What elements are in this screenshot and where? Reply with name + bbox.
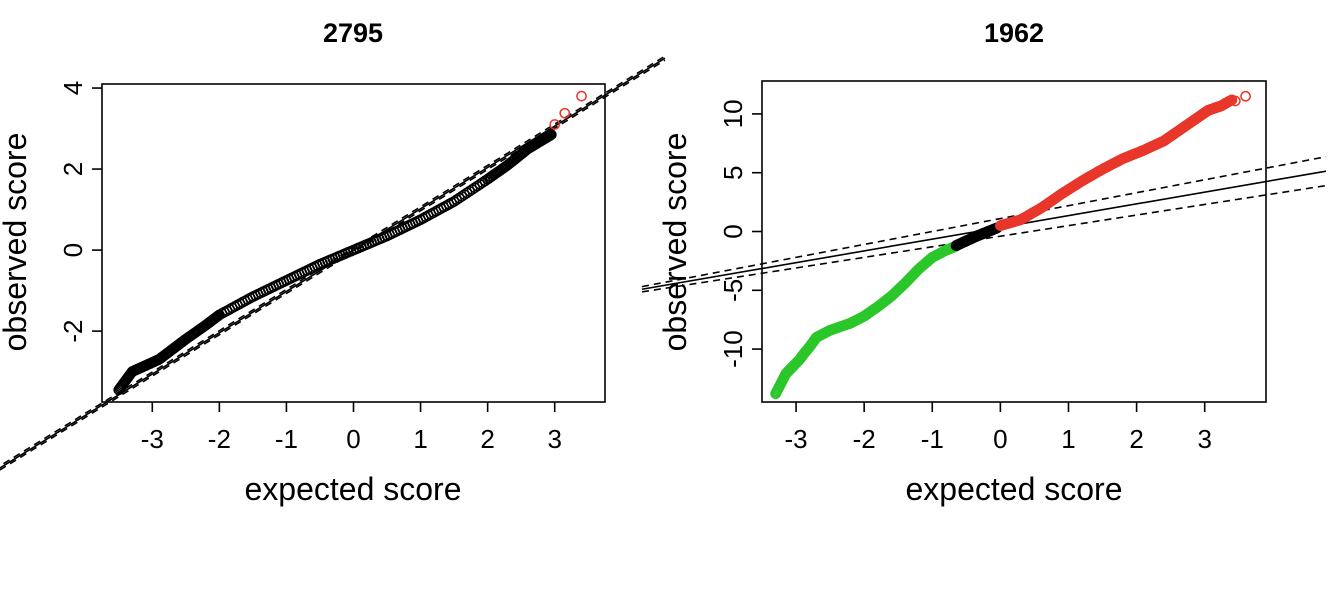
- y-tick-label: -5: [718, 279, 748, 302]
- confidence-band-line: [641, 155, 1327, 288]
- chart-title-left: 2795: [323, 18, 383, 48]
- x-axis-label-left: expected score: [244, 471, 461, 507]
- x-tick-label: 2: [1129, 424, 1143, 454]
- x-tick-label: -3: [141, 424, 164, 454]
- y-tick-label: -10: [718, 330, 748, 368]
- series-high: [995, 90, 1251, 231]
- qq-panel-left: 2795 expected score observed score -3 -2-…: [0, 18, 666, 507]
- x-tick-label: 3: [1197, 424, 1211, 454]
- x-tick-label: -2: [853, 424, 876, 454]
- y-axis-label-right: observed score: [657, 133, 693, 352]
- x-axis-label-right: expected score: [905, 471, 1122, 507]
- x-tick-label: 0: [346, 424, 360, 454]
- x-tick-label: 1: [1061, 424, 1075, 454]
- x-tick-label: 2: [480, 424, 494, 454]
- series-high: [549, 90, 587, 130]
- confidence-band-line: [641, 184, 1327, 293]
- y-tick-label: 0: [58, 243, 88, 257]
- y-tick-label: 4: [58, 81, 88, 95]
- x-tick-label: 3: [547, 424, 561, 454]
- x-tick-label: 0: [993, 424, 1007, 454]
- plot-frame: [761, 80, 1267, 403]
- qq-panel-right: 1962 expected score observed score -3 -2 -…: [641, 18, 1327, 507]
- data-point: [1240, 90, 1251, 102]
- y-tick-label: 0: [718, 224, 748, 238]
- data-point: [549, 119, 561, 130]
- data-point: [545, 129, 557, 140]
- data-point: [576, 90, 587, 102]
- data-point: [1230, 95, 1241, 107]
- y-tick-label: 5: [718, 165, 748, 179]
- data-point: [1219, 97, 1231, 109]
- y-tick-label: 10: [718, 99, 748, 128]
- x-tick-label: -1: [921, 424, 944, 454]
- plot-area-left: -3 -2 -1 0 1 2 3 -2 0 2 4: [0, 55, 666, 471]
- y-axis-label-left: observed score: [0, 133, 33, 352]
- y-tick-label: -2: [58, 320, 88, 343]
- series-normal: [113, 129, 557, 396]
- x-tick-label: 1: [413, 424, 427, 454]
- series-normal: [950, 222, 1003, 251]
- data-point: [559, 107, 571, 119]
- y-tick-label: 2: [58, 162, 88, 176]
- plot-frame: [101, 83, 606, 403]
- confidence-band-line: [0, 59, 666, 471]
- x-tick-label: -3: [784, 424, 807, 454]
- chart-title-right: 1962: [984, 18, 1044, 48]
- x-tick-label: -1: [275, 424, 298, 454]
- series-low: [770, 240, 962, 400]
- x-tick-label: -2: [208, 424, 231, 454]
